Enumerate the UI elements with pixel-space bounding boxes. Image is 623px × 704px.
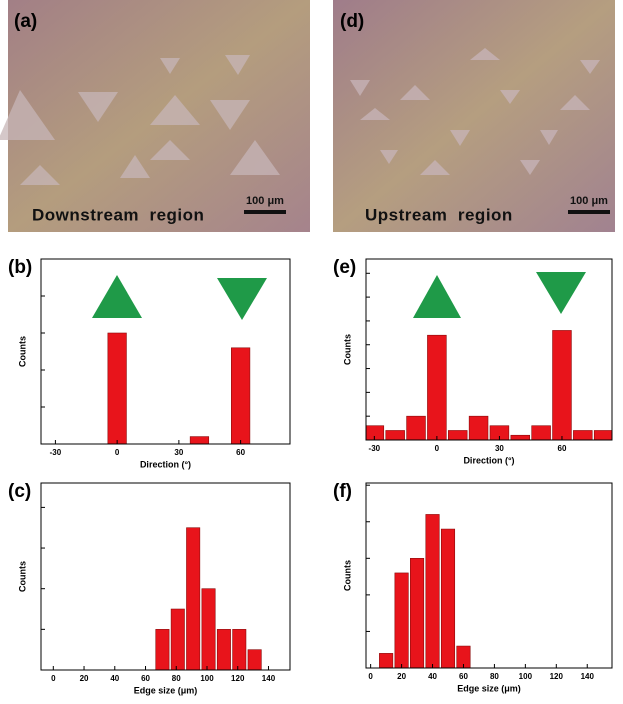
bar <box>189 436 210 444</box>
x-tick-label: 140 <box>262 674 276 683</box>
x-axis-label: Direction (°) <box>463 455 514 465</box>
x-tick-label: 100 <box>519 672 533 681</box>
y-axis-label: Counts <box>17 561 27 592</box>
y-axis-label: Counts <box>342 334 352 365</box>
x-tick-label: 0 <box>115 448 120 457</box>
x-tick-label: 40 <box>110 674 119 683</box>
micrograph-d <box>333 0 615 232</box>
x-tick-label: 120 <box>231 674 245 683</box>
bar <box>406 415 426 440</box>
x-tick-label: 120 <box>550 672 564 681</box>
x-tick-label: 60 <box>558 444 567 453</box>
bar <box>593 430 612 440</box>
panel-label: (d) <box>340 11 364 32</box>
x-axis-label: Edge size (μm) <box>457 683 521 693</box>
bar <box>107 332 127 444</box>
bar <box>231 347 251 444</box>
y-axis-label: Counts <box>17 336 27 367</box>
x-tick-label: 20 <box>80 674 89 683</box>
bar <box>201 588 216 670</box>
bar <box>440 528 456 668</box>
bar <box>489 425 510 440</box>
bar <box>155 629 170 670</box>
plot-frame <box>365 482 613 669</box>
panel-label: (f) <box>333 481 352 502</box>
bar <box>531 425 551 440</box>
orientation-icons <box>92 272 586 320</box>
bar <box>385 430 405 440</box>
bar <box>232 629 247 670</box>
scale-label: 100 μm <box>570 195 608 207</box>
x-tick-label: -30 <box>369 444 381 453</box>
panel-label: (b) <box>8 257 32 278</box>
image-caption: Upstream region <box>365 205 513 224</box>
bar <box>552 330 572 440</box>
bar <box>366 425 385 440</box>
x-tick-label: 100 <box>200 674 214 683</box>
bar <box>394 572 409 668</box>
bar <box>247 649 262 670</box>
x-tick-label: 20 <box>397 672 406 681</box>
x-tick-label: 60 <box>141 674 150 683</box>
plot-frame <box>40 258 291 445</box>
bar <box>216 629 231 670</box>
x-tick-label: 80 <box>172 674 181 683</box>
micrograph-a <box>0 0 310 232</box>
bar <box>410 558 425 668</box>
x-axis-label: Direction (°) <box>140 459 191 469</box>
x-tick-label: -30 <box>50 448 62 457</box>
y-axis-label: Counts <box>342 560 352 591</box>
panel-label: (c) <box>8 481 31 502</box>
bar <box>573 430 593 440</box>
x-tick-label: 30 <box>174 448 183 457</box>
x-tick-label: 40 <box>428 672 437 681</box>
panel-label: (a) <box>14 11 37 32</box>
x-tick-label: 0 <box>51 674 56 683</box>
bar <box>170 608 185 670</box>
bar <box>425 514 440 668</box>
x-tick-label: 0 <box>368 672 373 681</box>
x-axis-label: Edge size (μm) <box>134 685 198 695</box>
scale-label: 100 μm <box>246 195 284 207</box>
bar <box>186 527 201 670</box>
x-tick-label: 80 <box>490 672 499 681</box>
bar <box>448 430 468 440</box>
scale-bar <box>568 210 610 214</box>
bar <box>468 415 489 440</box>
plot-frame <box>365 258 613 441</box>
bar <box>427 334 447 440</box>
x-tick-label: 30 <box>495 444 504 453</box>
panel-label: (e) <box>333 257 356 278</box>
x-tick-label: 140 <box>581 672 595 681</box>
x-tick-label: 60 <box>459 672 468 681</box>
scale-bar <box>244 210 286 214</box>
x-tick-label: 0 <box>435 444 440 453</box>
plot-frame <box>40 482 291 671</box>
x-tick-label: 60 <box>236 448 245 457</box>
bar <box>379 653 394 668</box>
image-caption: Downstream region <box>32 205 204 224</box>
bar <box>510 434 530 440</box>
